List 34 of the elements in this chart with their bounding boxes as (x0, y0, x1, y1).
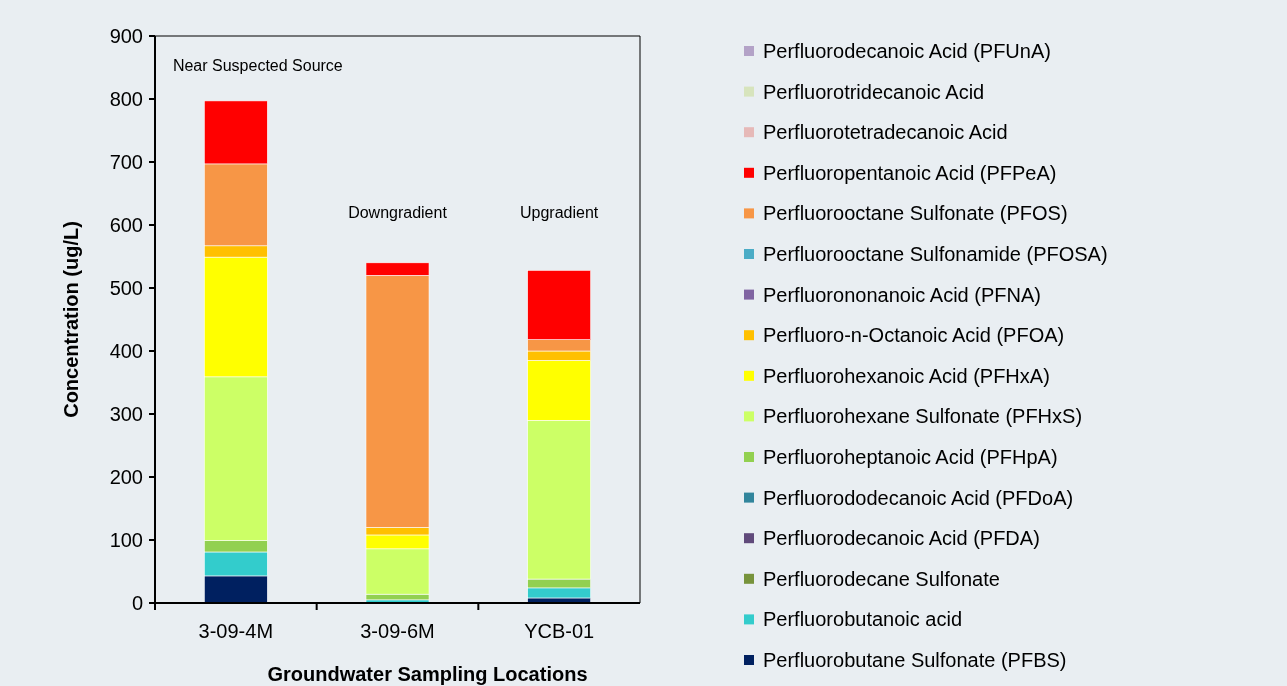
y-axis-title: Concentration (ug/L) (60, 221, 82, 418)
legend-label: Perfluoro-n-Octanoic Acid (PFOA) (763, 324, 1065, 347)
legend-label: Perfluorobutanoic acid (763, 608, 963, 631)
annotation: Near Suspected Source (172, 57, 343, 74)
x-tick-label: YCB-01 (524, 620, 595, 642)
annotation: Downgradient (348, 204, 448, 221)
legend-label: Perfluoroheptanoic Acid (PFHpA) (763, 446, 1058, 468)
y-tick-label: 200 (109, 466, 143, 488)
annotation: Upgradient (520, 204, 599, 221)
y-tick-label: 500 (109, 277, 143, 299)
y-tick-label: 900 (109, 25, 143, 47)
y-tick-label: 800 (109, 88, 143, 110)
y-tick-label: 700 (109, 151, 143, 173)
legend-label: Perfluorododecanoic Acid (PFDoA) (763, 486, 1074, 509)
x-axis-title: Groundwater Sampling Locations (267, 663, 588, 685)
y-tick-label: 400 (109, 340, 143, 362)
legend-label: Perfluorodecane Sulfonate (763, 567, 1000, 590)
legend-label: Perfluorooctane Sulfonamide (PFOSA) (763, 243, 1108, 265)
legend-label: Perfluorodecanoic Acid (PFDA) (763, 527, 1040, 550)
legend-label: Perfluorohexanoic Acid (PFHxA) (763, 364, 1050, 387)
legend-label: Perfluorobutane Sulfonate (PFBS) (763, 649, 1067, 671)
legend-label: Perfluorooctane Sulfonate (PFOS) (763, 202, 1068, 225)
y-tick-label: 100 (109, 529, 143, 551)
legend-label: Perfluorotridecanoic Acid (763, 80, 985, 103)
legend-label: Perfluorononanoic Acid (PFNA) (763, 283, 1041, 306)
legend-label: Perfluorohexane Sulfonate (PFHxS) (763, 405, 1083, 428)
legend-label: Perfluoropentanoic Acid (PFPeA) (763, 161, 1057, 184)
y-tick-label: 0 (131, 592, 143, 614)
legend-label: Perfluorotetradecanoic Acid (763, 121, 1008, 144)
y-tick-label: 300 (109, 403, 143, 425)
y-tick-label: 600 (109, 214, 143, 236)
x-tick-label: 3-09-4M (198, 620, 274, 642)
x-tick-label: 3-09-6M (360, 620, 435, 642)
legend-label: Perfluorodecanoic Acid (PFUnA) (763, 40, 1051, 62)
